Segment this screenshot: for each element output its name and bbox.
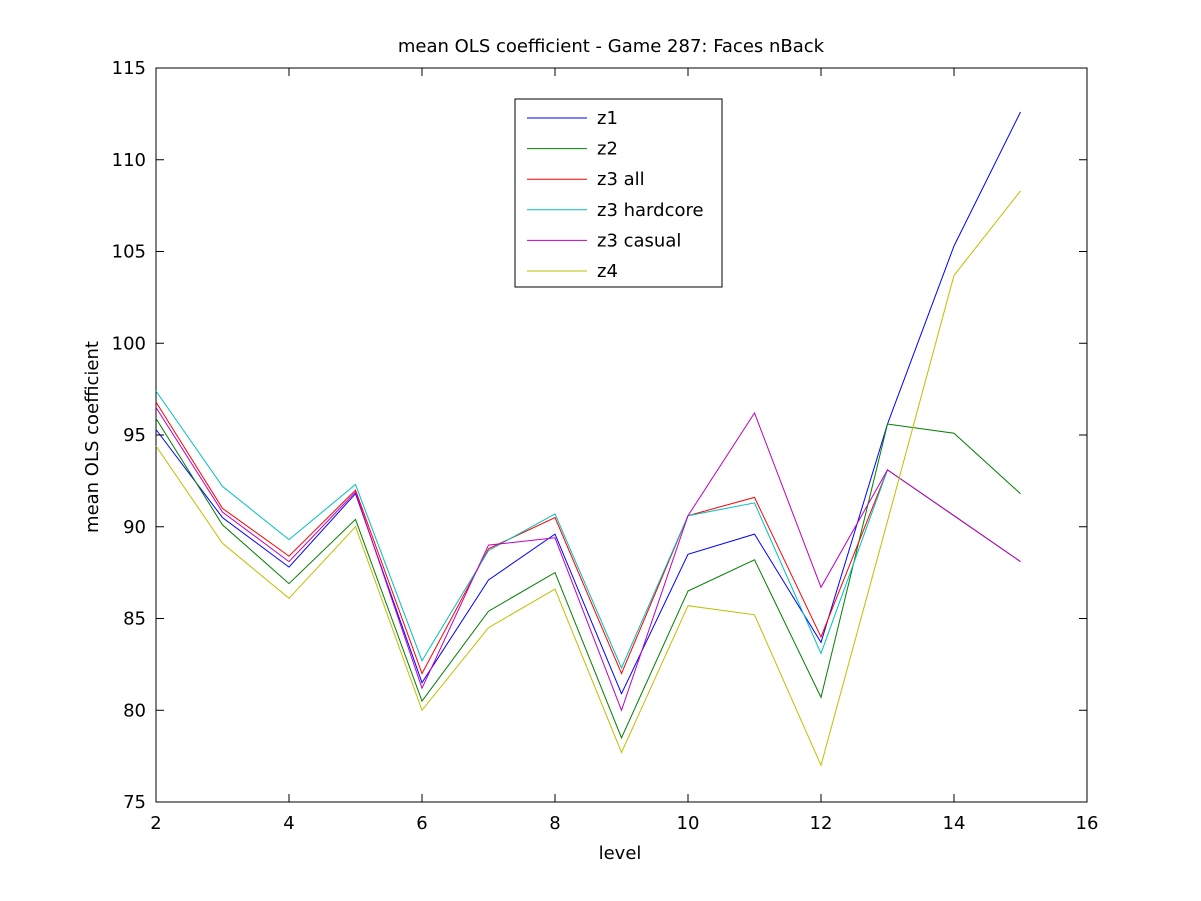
chart-title: mean OLS coefficient - Game 287: Faces n…: [398, 36, 825, 57]
legend-items: z1 z2 z3 all z3 hardcore z3 casual z4: [527, 108, 704, 282]
y-tick-label: 75: [123, 792, 146, 813]
series-line-3: [155, 401, 1021, 675]
x-axis-label: level: [599, 843, 642, 864]
y-tick-label: 110: [112, 150, 146, 171]
legend-label-1: z1: [597, 108, 618, 129]
series-line-5: [155, 407, 1021, 712]
legend-label-3: z3 all: [597, 169, 645, 190]
y-tick-label: 95: [123, 425, 146, 446]
series-line-6: [155, 190, 1021, 767]
y-tick-label: 85: [123, 609, 146, 630]
x-tick-label: 10: [677, 813, 700, 834]
x-tick-label: 12: [810, 813, 833, 834]
x-tick-label: 16: [1076, 813, 1099, 834]
series-line-2: [155, 418, 1021, 740]
x-tick-label: 8: [549, 813, 560, 834]
series-lines: [155, 111, 1021, 767]
legend-label-5: z3 casual: [597, 230, 681, 251]
legend-label-4: z3 hardcore: [597, 200, 704, 221]
legend: z1 z2 z3 all z3 hardcore z3 casual z4: [514, 98, 723, 288]
series-line-1: [155, 111, 1021, 695]
y-tick-label: 80: [123, 700, 146, 721]
y-tick-label: 105: [112, 242, 146, 263]
legend-label-2: z2: [597, 139, 618, 160]
y-tick-label: 100: [112, 333, 146, 354]
x-tick-label: 6: [416, 813, 427, 834]
y-tick-label: 115: [112, 58, 146, 79]
y-axis-label: mean OLS coefficient: [82, 341, 103, 533]
series-line-4: [155, 390, 1021, 670]
x-tick-label: 4: [283, 813, 294, 834]
x-tick-label: 14: [943, 813, 966, 834]
legend-box: [514, 98, 723, 288]
y-tick-label: 90: [123, 517, 146, 538]
axis-ticks: 2 4 6 8 10 12 14 16 75 80 85 90 95 100 105 110 115: [112, 58, 1099, 834]
x-tick-label: 2: [150, 813, 161, 834]
legend-label-6: z4: [597, 261, 618, 282]
